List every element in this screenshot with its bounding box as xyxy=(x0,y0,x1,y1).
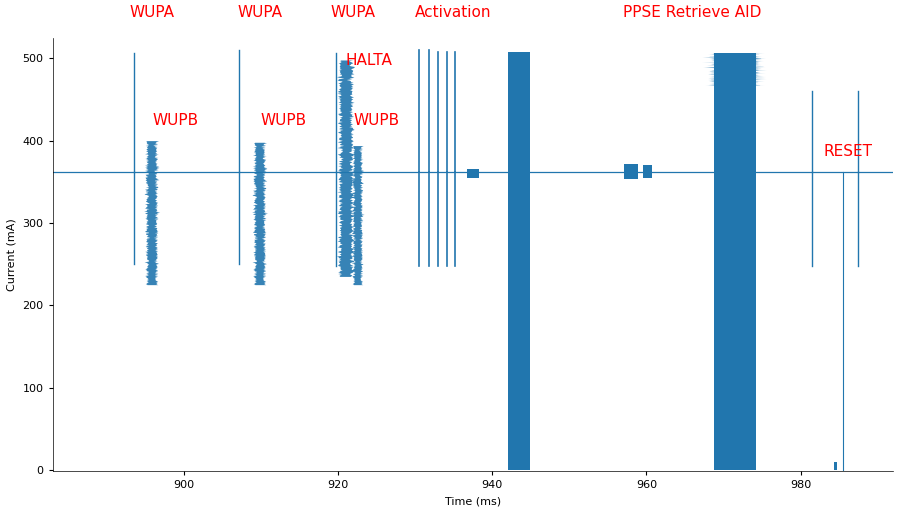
Text: Activation: Activation xyxy=(415,6,491,21)
Text: WUPB: WUPB xyxy=(354,113,400,128)
X-axis label: Time (ms): Time (ms) xyxy=(445,496,501,506)
Text: WUPA: WUPA xyxy=(238,6,283,21)
Y-axis label: Current (mA): Current (mA) xyxy=(7,218,17,291)
Text: RESET: RESET xyxy=(824,144,873,159)
Text: WUPA: WUPA xyxy=(330,6,375,21)
Text: HALTA: HALTA xyxy=(346,52,392,68)
Text: WUPB: WUPB xyxy=(153,113,199,128)
Text: WUPA: WUPA xyxy=(130,6,175,21)
Text: WUPB: WUPB xyxy=(261,113,307,128)
Text: PPSE Retrieve AID: PPSE Retrieve AID xyxy=(623,6,761,21)
